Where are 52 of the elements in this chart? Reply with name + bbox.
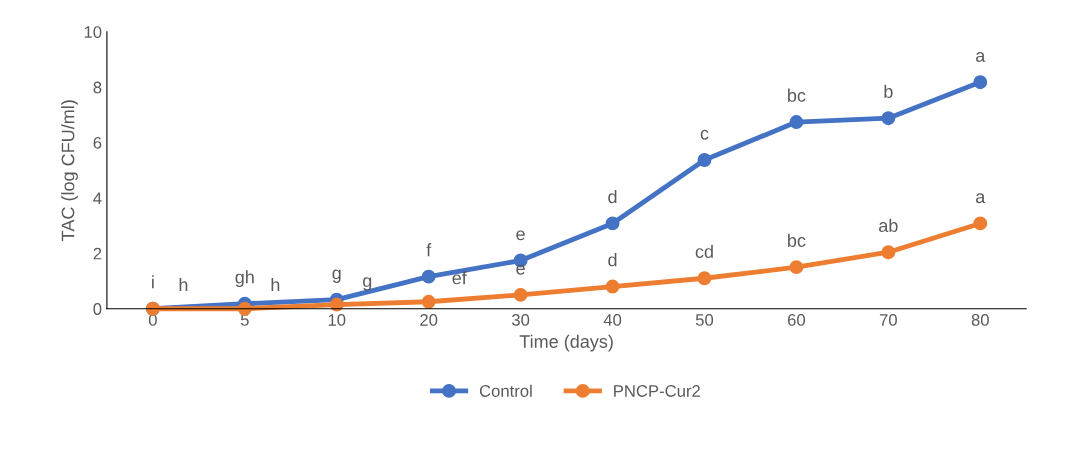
point <box>513 287 528 302</box>
x-tick-label: 60 <box>787 314 806 326</box>
x-tick-label: 50 <box>695 314 714 326</box>
point <box>973 75 988 90</box>
x-tick-label: 20 <box>420 314 438 326</box>
legend-label: Control <box>479 384 532 397</box>
x-tick-label: 40 <box>603 314 622 326</box>
y-tick-label: 6 <box>93 136 102 149</box>
annotation: ef <box>452 271 467 285</box>
annotation: c <box>700 129 709 140</box>
annotation: a <box>976 52 986 62</box>
point <box>605 216 620 231</box>
point <box>697 271 712 286</box>
annotation: ab <box>879 218 898 232</box>
y-tick-label: 10 <box>84 26 102 38</box>
point <box>789 260 804 275</box>
y-tick-label: 8 <box>93 81 102 94</box>
point <box>421 269 436 284</box>
annotation: h <box>271 278 280 292</box>
point <box>973 216 988 231</box>
annotation: b <box>884 84 893 98</box>
point <box>605 279 620 294</box>
y-tick-label: 2 <box>93 247 102 260</box>
annotation: d <box>608 253 617 267</box>
y-tick-label: 0 <box>93 303 102 315</box>
annotation: a <box>976 193 986 204</box>
point <box>881 111 896 126</box>
y-axis-title: TAC (log CFU/ml) <box>61 100 78 241</box>
annotation: f <box>426 243 432 257</box>
annotation: bc <box>788 233 806 247</box>
annotation: e <box>516 230 525 241</box>
x-tick-label: 10 <box>328 314 346 326</box>
annotation: g <box>332 269 341 283</box>
x-tick-label: 30 <box>511 314 530 326</box>
x-tick-label: 80 <box>971 314 989 326</box>
annotation: cd <box>695 244 713 259</box>
point <box>329 297 344 312</box>
x-tick-label: 70 <box>879 314 897 326</box>
point <box>789 115 804 130</box>
annotation: e <box>516 264 525 275</box>
annotation: i <box>152 275 154 289</box>
annotation: d <box>608 189 617 204</box>
point <box>881 245 896 260</box>
legend-label: PNCP-Cur2 <box>614 385 700 397</box>
x-axis-title: Time (days) <box>519 334 613 352</box>
point <box>421 294 436 309</box>
annotation: gh <box>235 270 254 288</box>
annotation: bc <box>788 88 806 102</box>
annotation: g <box>363 277 372 291</box>
y-tick-label: 4 <box>93 192 102 204</box>
point <box>697 153 712 167</box>
annotation: h <box>179 278 188 292</box>
